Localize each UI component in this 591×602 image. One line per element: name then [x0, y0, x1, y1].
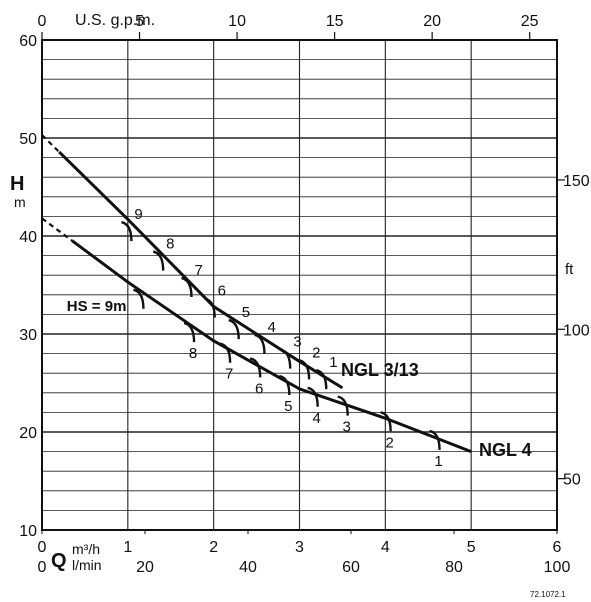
marker-label: 4 — [267, 319, 275, 336]
top-tick-label: 25 — [521, 13, 539, 30]
bottom-axis-unit-m3h: m³/h — [72, 541, 100, 557]
bottom-tick-label-lmin: 40 — [239, 559, 257, 576]
left-tick-label: 60 — [19, 33, 37, 50]
marker-hook — [380, 411, 392, 432]
marker-hook — [279, 348, 292, 369]
marker-label: 1 — [434, 453, 442, 470]
bottom-tick-label-m3h: 5 — [467, 539, 476, 556]
bottom-axis-symbol: Q — [51, 550, 67, 572]
marker-label: 8 — [189, 345, 197, 362]
top-axis-label: U.S. g.p.m. — [75, 12, 155, 29]
bottom-tick-label-m3h: 2 — [209, 539, 218, 556]
marker-label: 7 — [225, 366, 233, 383]
right-tick-label: 100 — [563, 322, 590, 339]
marker-hook — [254, 333, 266, 354]
marker-label: 3 — [343, 419, 351, 436]
series-label-ngl-4: NGL 4 — [479, 440, 532, 460]
marker-hook — [337, 395, 349, 416]
bottom-tick-label-m3h: 0 — [38, 539, 47, 556]
marker-label: 5 — [284, 398, 292, 415]
bottom-tick-label-lmin: 0 — [38, 559, 47, 576]
top-tick-label: 15 — [326, 13, 344, 30]
left-tick-label: 50 — [19, 131, 37, 148]
marker-hook — [204, 297, 216, 318]
grid — [41, 39, 558, 531]
curves — [41, 134, 472, 453]
bottom-axis-unit-lmin: l/min — [72, 557, 102, 573]
left-tick-label: 30 — [19, 327, 37, 344]
marker-hook — [133, 288, 145, 309]
marker-hook — [429, 429, 441, 450]
marker-hook — [298, 359, 311, 380]
marker-label: 6 — [255, 380, 263, 397]
right-tick-label: 150 — [563, 173, 590, 190]
marker-hook — [228, 319, 240, 340]
bottom-tick-label-m3h: 1 — [123, 539, 132, 556]
marker-hook — [181, 276, 193, 298]
marker-label: 3 — [293, 334, 301, 351]
left-tick-label: 20 — [19, 425, 37, 442]
marker-label: 8 — [166, 236, 174, 253]
bottom-tick-label-lmin: 100 — [544, 559, 571, 576]
left-axis-symbol: H — [10, 173, 24, 195]
marker-label: 4 — [312, 410, 320, 427]
series-label-ngl-3-13: NGL 3/13 — [341, 360, 419, 380]
marker-label: 9 — [134, 206, 142, 223]
marker-hook — [121, 221, 133, 242]
doc-code: 72.1072.1 — [530, 590, 566, 599]
marker-hook — [152, 250, 165, 271]
marker-label: HS = 9m — [67, 298, 127, 315]
marker-hook — [307, 386, 319, 407]
top-tick-label: 0 — [38, 13, 47, 30]
right-axis-unit: ft — [565, 261, 574, 278]
curve-dashed-start — [41, 217, 73, 242]
curve-line — [71, 239, 472, 453]
right-tick-label: 50 — [563, 472, 581, 489]
top-tick-label: 10 — [228, 13, 246, 30]
left-axis-unit: m — [14, 194, 26, 210]
bottom-tick-label-m3h: 3 — [295, 539, 304, 556]
top-tick-label: 20 — [423, 13, 441, 30]
marker-label: 2 — [385, 434, 393, 451]
marker-hook — [279, 374, 291, 396]
marker-hook — [219, 342, 232, 363]
marker-label: 1 — [329, 354, 337, 371]
bottom-tick-label-m3h: 4 — [381, 539, 390, 556]
bottom-tick-label-m3h: 6 — [553, 539, 562, 556]
marker-label: 7 — [194, 262, 202, 279]
plot-frame — [41, 39, 558, 531]
marker-hook — [249, 357, 262, 378]
marker-hook — [315, 368, 328, 390]
curve-dashed-start — [41, 134, 60, 153]
bottom-tick-label-lmin: 80 — [445, 559, 463, 576]
bottom-tick-label-lmin: 20 — [136, 559, 154, 576]
left-tick-label: 40 — [19, 229, 37, 246]
left-tick-label: 10 — [19, 523, 37, 540]
marker-hook — [183, 321, 196, 343]
bottom-tick-label-lmin: 60 — [342, 559, 360, 576]
top-tick-label: 5 — [135, 13, 144, 30]
marker-label: 5 — [242, 304, 250, 321]
marker-label: 6 — [218, 283, 226, 300]
marker-label: 2 — [312, 344, 320, 361]
